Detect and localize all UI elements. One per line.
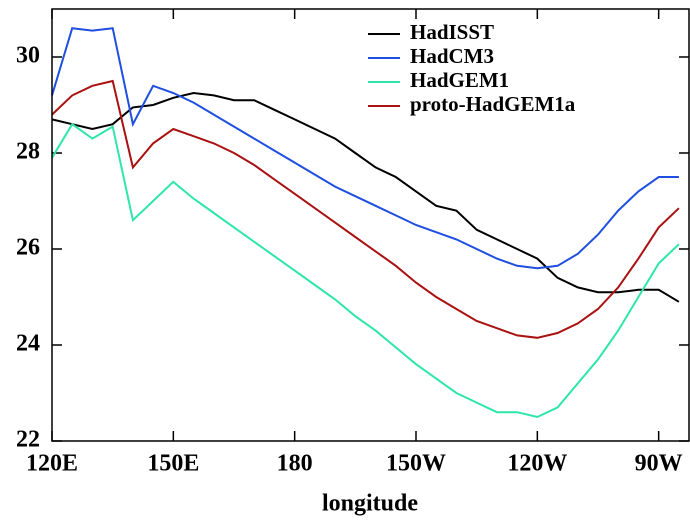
y-tick-label: 24	[16, 331, 40, 357]
y-tick-label: 22	[16, 427, 40, 453]
x-tick-label: 180	[277, 451, 313, 477]
y-tick-label: 26	[16, 235, 40, 261]
series-line	[51, 91, 680, 303]
plot-frame	[51, 8, 690, 442]
y-tick-label: 30	[16, 43, 40, 69]
legend-label: HadGEM1	[410, 68, 509, 92]
legend-label: proto-HadGEM1a	[410, 92, 576, 116]
series-line	[51, 27, 679, 270]
y-tick-label: 28	[16, 139, 40, 165]
x-tick-label: 90W	[635, 451, 683, 477]
x-tick-label: 120W	[507, 451, 567, 477]
x-tick-label: 150E	[147, 451, 199, 477]
legend-label: HadISST	[410, 20, 494, 44]
x-tick-label: 120E	[26, 451, 78, 477]
x-axis-label: longitude	[322, 491, 418, 517]
x-tick-label: 150W	[386, 451, 446, 477]
series-line	[51, 79, 680, 339]
series-line	[51, 122, 680, 419]
legend-label: HadCM3	[410, 44, 494, 68]
